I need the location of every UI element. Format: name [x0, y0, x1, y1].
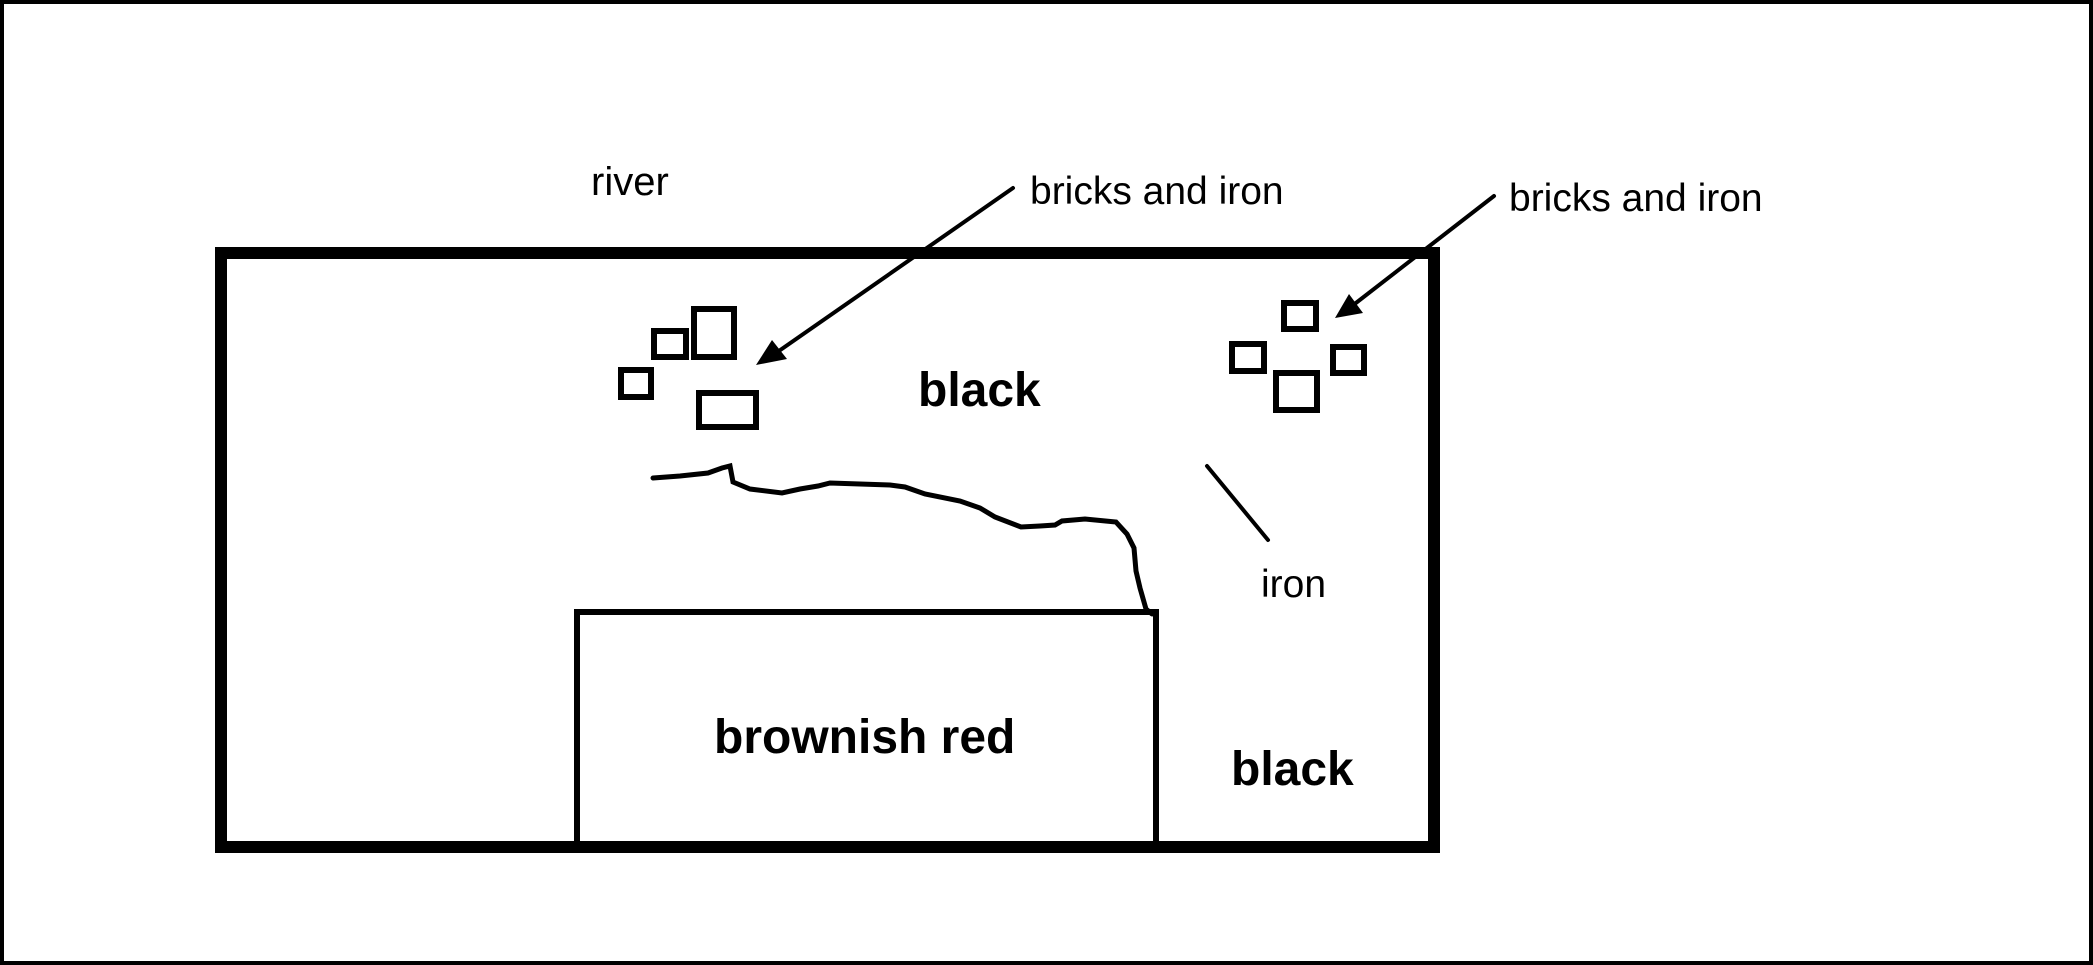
site-outline	[215, 247, 1440, 853]
label-brownish-red: brownish red	[714, 711, 1015, 764]
brick	[1229, 341, 1267, 374]
brick	[696, 390, 759, 430]
label-bricks-and-iron-right: bricks and iron	[1509, 177, 1763, 220]
label-iron: iron	[1261, 563, 1326, 606]
label-bricks-and-iron-left: bricks and iron	[1030, 170, 1284, 213]
arrowhead	[756, 340, 787, 365]
arrowhead	[1335, 294, 1363, 318]
label-black-bottom: black	[1231, 743, 1354, 796]
brick	[1281, 300, 1319, 332]
irregular-boundary-line	[650, 462, 1155, 617]
brick	[651, 328, 689, 360]
arrow-bricks-right	[1335, 194, 1496, 318]
brick-cluster-left	[618, 306, 759, 430]
brick	[618, 367, 654, 400]
brick-cluster-right	[1229, 300, 1367, 413]
brick	[1330, 344, 1367, 376]
brick	[1273, 370, 1320, 413]
label-black-top: black	[918, 364, 1041, 417]
brick	[691, 306, 737, 360]
iron-pointer-line	[1205, 464, 1270, 542]
brownish-red-area-outline	[574, 609, 1159, 844]
arrow-bricks-left	[756, 186, 1015, 365]
label-river: river	[591, 160, 669, 204]
